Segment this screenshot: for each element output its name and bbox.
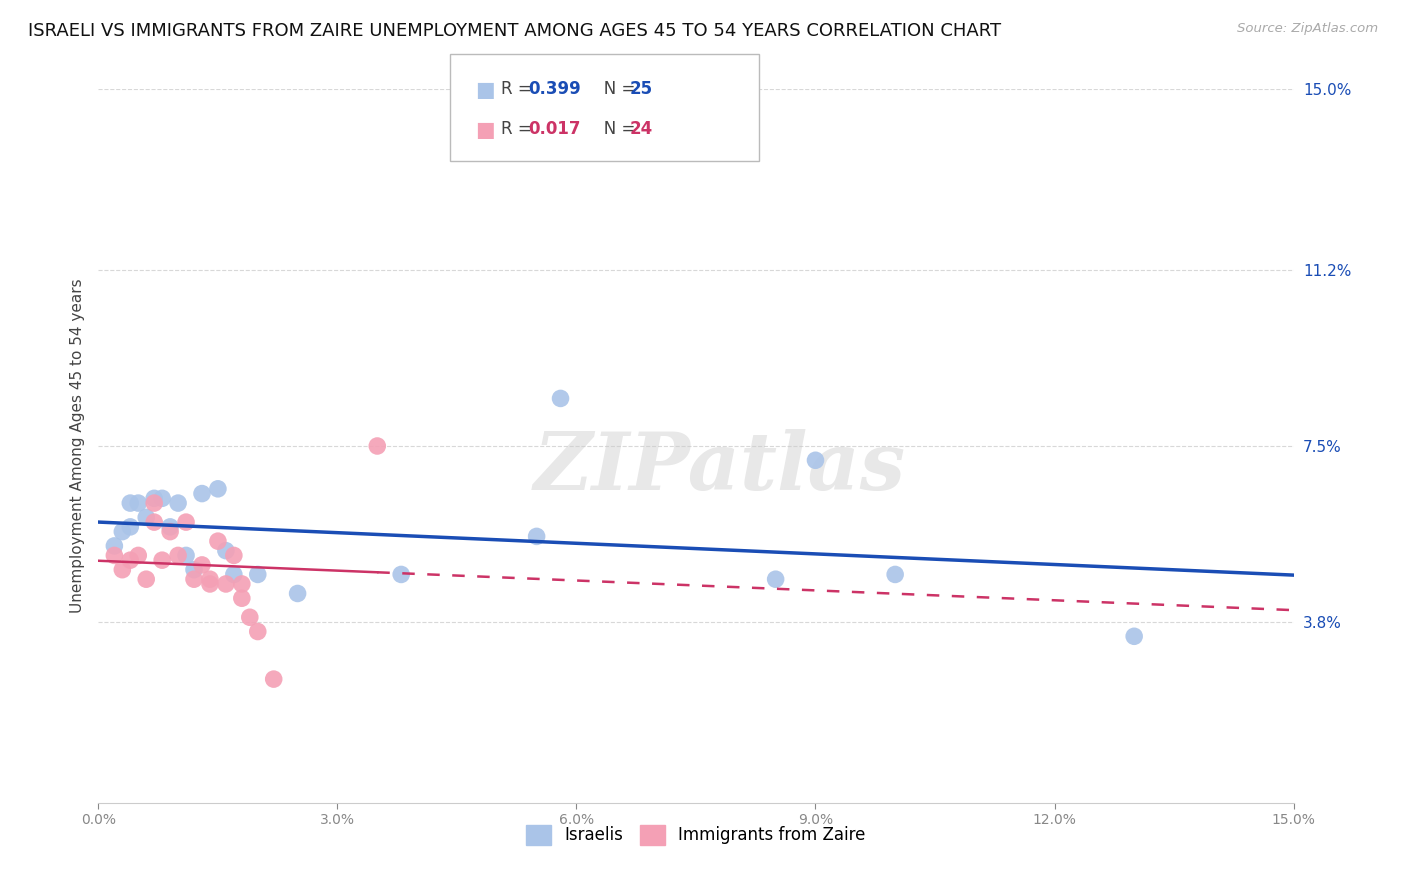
- Point: [143, 496, 166, 510]
- Point: [191, 486, 214, 500]
- Point: [127, 549, 149, 563]
- Text: R =: R =: [501, 120, 537, 138]
- Point: [804, 453, 827, 467]
- Text: N =: N =: [588, 120, 640, 138]
- Point: [150, 491, 173, 506]
- Point: [550, 392, 572, 406]
- Point: [103, 539, 125, 553]
- Text: ISRAELI VS IMMIGRANTS FROM ZAIRE UNEMPLOYMENT AMONG AGES 45 TO 54 YEARS CORRELAT: ISRAELI VS IMMIGRANTS FROM ZAIRE UNEMPLO…: [28, 22, 1001, 40]
- Point: [198, 577, 221, 591]
- Text: Source: ZipAtlas.com: Source: ZipAtlas.com: [1237, 22, 1378, 36]
- Text: 25: 25: [630, 80, 652, 98]
- Point: [183, 572, 205, 586]
- Point: [231, 577, 253, 591]
- Point: [159, 524, 181, 539]
- Point: [143, 491, 166, 506]
- Point: [135, 510, 157, 524]
- Point: [120, 496, 142, 510]
- Point: [111, 563, 134, 577]
- Point: [127, 496, 149, 510]
- Y-axis label: Unemployment Among Ages 45 to 54 years: Unemployment Among Ages 45 to 54 years: [69, 278, 84, 614]
- Point: [150, 553, 173, 567]
- Point: [191, 558, 214, 572]
- Point: [174, 549, 197, 563]
- Point: [120, 553, 142, 567]
- Point: [159, 520, 181, 534]
- Point: [246, 567, 269, 582]
- Point: [263, 672, 285, 686]
- Point: [120, 520, 142, 534]
- Text: 0.017: 0.017: [529, 120, 581, 138]
- Point: [135, 572, 157, 586]
- Point: [198, 572, 221, 586]
- Point: [1123, 629, 1146, 643]
- Point: [143, 515, 166, 529]
- Point: [884, 567, 907, 582]
- Point: [167, 496, 190, 510]
- Text: ■: ■: [475, 80, 495, 100]
- Legend: Israelis, Immigrants from Zaire: Israelis, Immigrants from Zaire: [519, 818, 873, 852]
- Point: [231, 591, 253, 606]
- Point: [207, 534, 229, 549]
- Text: N =: N =: [588, 80, 640, 98]
- Point: [222, 567, 245, 582]
- Point: [239, 610, 262, 624]
- Point: [215, 577, 238, 591]
- Point: [526, 529, 548, 543]
- Point: [183, 563, 205, 577]
- Point: [222, 549, 245, 563]
- Text: 0.399: 0.399: [529, 80, 582, 98]
- Point: [366, 439, 388, 453]
- Text: 24: 24: [630, 120, 654, 138]
- Point: [207, 482, 229, 496]
- Point: [111, 524, 134, 539]
- Point: [246, 624, 269, 639]
- Text: R =: R =: [501, 80, 537, 98]
- Point: [287, 586, 309, 600]
- Text: ■: ■: [475, 120, 495, 140]
- Text: ZIPatlas: ZIPatlas: [534, 429, 905, 506]
- Point: [167, 549, 190, 563]
- Point: [174, 515, 197, 529]
- Point: [389, 567, 412, 582]
- Point: [103, 549, 125, 563]
- Point: [765, 572, 787, 586]
- Point: [215, 543, 238, 558]
